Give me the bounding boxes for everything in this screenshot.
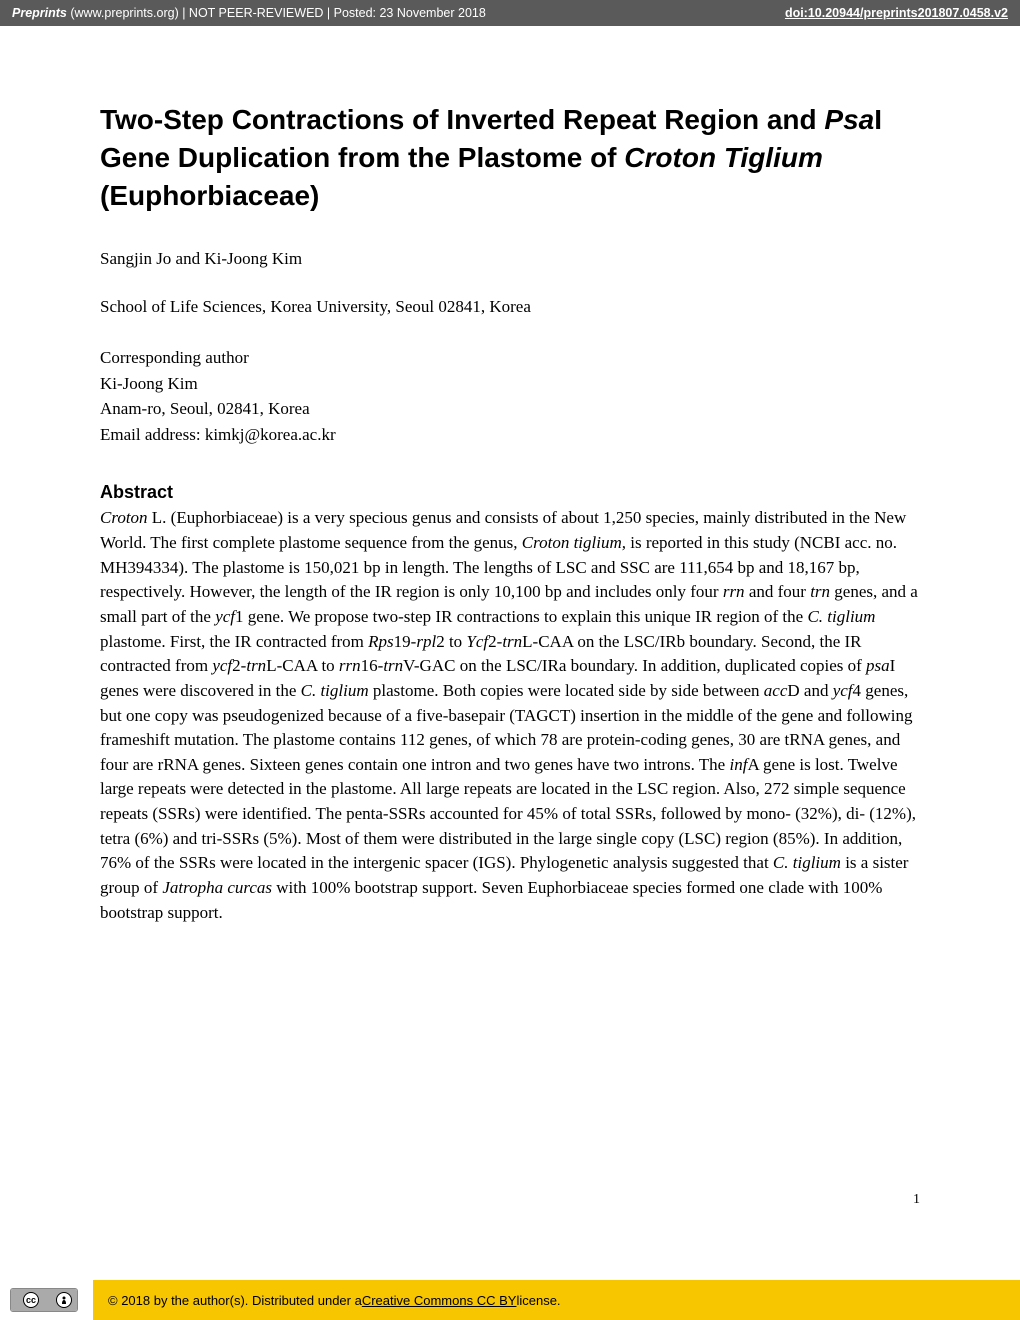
abstract-heading: Abstract bbox=[100, 482, 920, 503]
header-left: Preprints (www.preprints.org) | NOT PEER… bbox=[12, 6, 486, 20]
preprints-label: Preprints bbox=[12, 6, 67, 20]
corresponding-name: Ki-Joong Kim bbox=[100, 371, 920, 397]
authors: Sangjin Jo and Ki-Joong Kim bbox=[100, 249, 920, 269]
corresponding-email: Email address: kimkj@korea.ac.kr bbox=[100, 422, 920, 448]
page-number: 1 bbox=[913, 1192, 920, 1208]
paper-title: Two-Step Contractions of Inverted Repeat… bbox=[100, 101, 920, 214]
footer-bar: cc © 2018 by the author(s). Distributed … bbox=[0, 1280, 1020, 1320]
corresponding-label: Corresponding author bbox=[100, 345, 920, 371]
footer-license-text: © 2018 by the author(s). Distributed und… bbox=[93, 1280, 1020, 1320]
cc-badge: cc bbox=[0, 1280, 93, 1320]
cc-by-icon: cc bbox=[10, 1288, 78, 1312]
page-content: Two-Step Contractions of Inverted Repeat… bbox=[0, 26, 1020, 965]
corresponding-author: Corresponding author Ki-Joong Kim Anam-r… bbox=[100, 345, 920, 447]
abstract-text: Croton L. (Euphorbiaceae) is a very spec… bbox=[100, 506, 920, 925]
header-meta: (www.preprints.org) | NOT PEER-REVIEWED … bbox=[67, 6, 486, 20]
corresponding-address: Anam-ro, Seoul, 02841, Korea bbox=[100, 396, 920, 422]
affiliation: School of Life Sciences, Korea Universit… bbox=[100, 297, 920, 317]
license-link[interactable]: Creative Commons CC BY bbox=[362, 1293, 517, 1308]
header-bar: Preprints (www.preprints.org) | NOT PEER… bbox=[0, 0, 1020, 26]
doi-link[interactable]: doi:10.20944/preprints201807.0458.v2 bbox=[785, 6, 1008, 20]
